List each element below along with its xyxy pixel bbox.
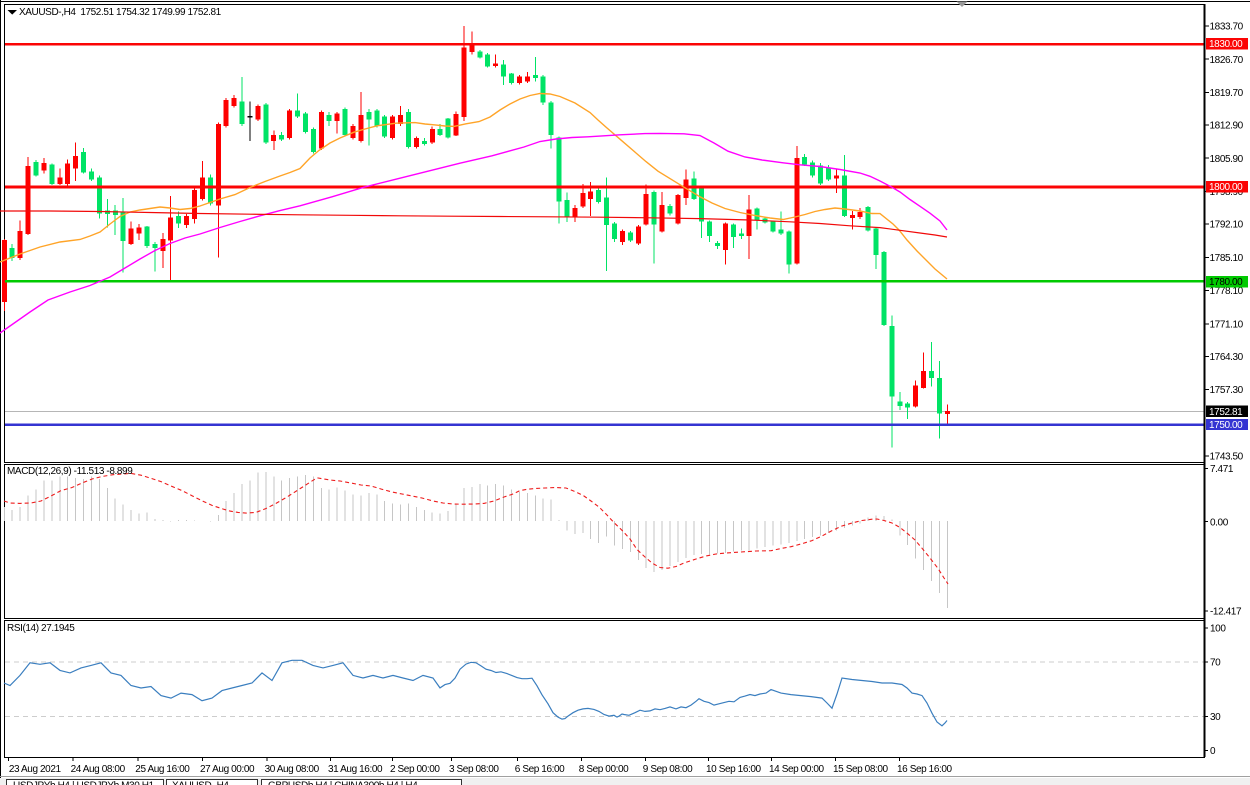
svg-text:27 Aug 00:00: 27 Aug 00:00 [200, 764, 255, 775]
svg-text:24 Aug 08:00: 24 Aug 08:00 [71, 764, 126, 775]
svg-text:1833.70: 1833.70 [1210, 22, 1244, 33]
svg-text:3 Sep 08:00: 3 Sep 08:00 [449, 764, 499, 775]
svg-text:XAUUSD-,H4: XAUUSD-,H4 [172, 781, 229, 785]
svg-text:1798.90: 1798.90 [1210, 187, 1244, 198]
svg-text:14 Sep 00:00: 14 Sep 00:00 [769, 764, 825, 775]
svg-text:30: 30 [1210, 712, 1221, 723]
svg-text:1805.90: 1805.90 [1210, 154, 1244, 165]
svg-text:1778.10: 1778.10 [1210, 286, 1244, 297]
svg-text:1819.70: 1819.70 [1210, 88, 1244, 99]
svg-text:100: 100 [1210, 623, 1226, 634]
svg-text:1757.30: 1757.30 [1210, 385, 1244, 396]
svg-text:0.00: 0.00 [1210, 517, 1229, 528]
svg-text:15 Sep 08:00: 15 Sep 08:00 [833, 764, 889, 775]
svg-text:RSI(14) 27.1945: RSI(14) 27.1945 [7, 623, 75, 634]
svg-text:2 Sep 00:00: 2 Sep 00:00 [390, 764, 440, 775]
svg-text:1792.10: 1792.10 [1210, 220, 1244, 231]
svg-text:70: 70 [1210, 658, 1221, 669]
svg-text:16 Sep 16:00: 16 Sep 16:00 [897, 764, 953, 775]
svg-text:1764.30: 1764.30 [1210, 352, 1244, 363]
svg-text:9 Sep 08:00: 9 Sep 08:00 [643, 764, 693, 775]
svg-text:25 Aug 16:00: 25 Aug 16:00 [135, 764, 190, 775]
svg-text:USDJPYb,H4 | USDJPYb,M30 H1: USDJPYb,H4 | USDJPYb,M30 H1 [13, 781, 155, 785]
svg-text:1812.90: 1812.90 [1210, 121, 1244, 132]
svg-text:1826.70: 1826.70 [1210, 55, 1244, 66]
svg-text:1750.00: 1750.00 [1209, 420, 1243, 431]
svg-text:0: 0 [1210, 746, 1216, 757]
svg-text:-12.417: -12.417 [1210, 607, 1242, 618]
svg-text:1743.50: 1743.50 [1210, 452, 1244, 463]
svg-text:23 Aug 2021: 23 Aug 2021 [9, 764, 62, 775]
svg-text:1780.00: 1780.00 [1209, 277, 1243, 288]
svg-text:MACD(12,26,9) -11.513 -8.899: MACD(12,26,9) -11.513 -8.899 [7, 466, 133, 477]
svg-text:1771.10: 1771.10 [1210, 320, 1244, 331]
svg-text:GBPUSDb,H4 | CHINA300b,H4 | H4: GBPUSDb,H4 | CHINA300b,H4 | H4 [268, 781, 418, 785]
svg-text:30 Aug 08:00: 30 Aug 08:00 [265, 764, 320, 775]
svg-text:1800.00: 1800.00 [1209, 182, 1243, 193]
svg-text:31 Aug 16:00: 31 Aug 16:00 [328, 764, 383, 775]
svg-text:7.471: 7.471 [1210, 464, 1234, 475]
svg-text:8 Sep 00:00: 8 Sep 00:00 [579, 764, 629, 775]
svg-text:10 Sep 16:00: 10 Sep 16:00 [706, 764, 762, 775]
svg-text:1752.81: 1752.81 [1209, 407, 1243, 418]
svg-text:1830.00: 1830.00 [1209, 39, 1243, 50]
svg-text:XAUUSD-,H4 1752.51 1754.32 17: XAUUSD-,H4 1752.51 1754.32 1749.99 1752.… [19, 7, 222, 18]
svg-text:1785.10: 1785.10 [1210, 253, 1244, 264]
svg-text:6 Sep 16:00: 6 Sep 16:00 [515, 764, 565, 775]
